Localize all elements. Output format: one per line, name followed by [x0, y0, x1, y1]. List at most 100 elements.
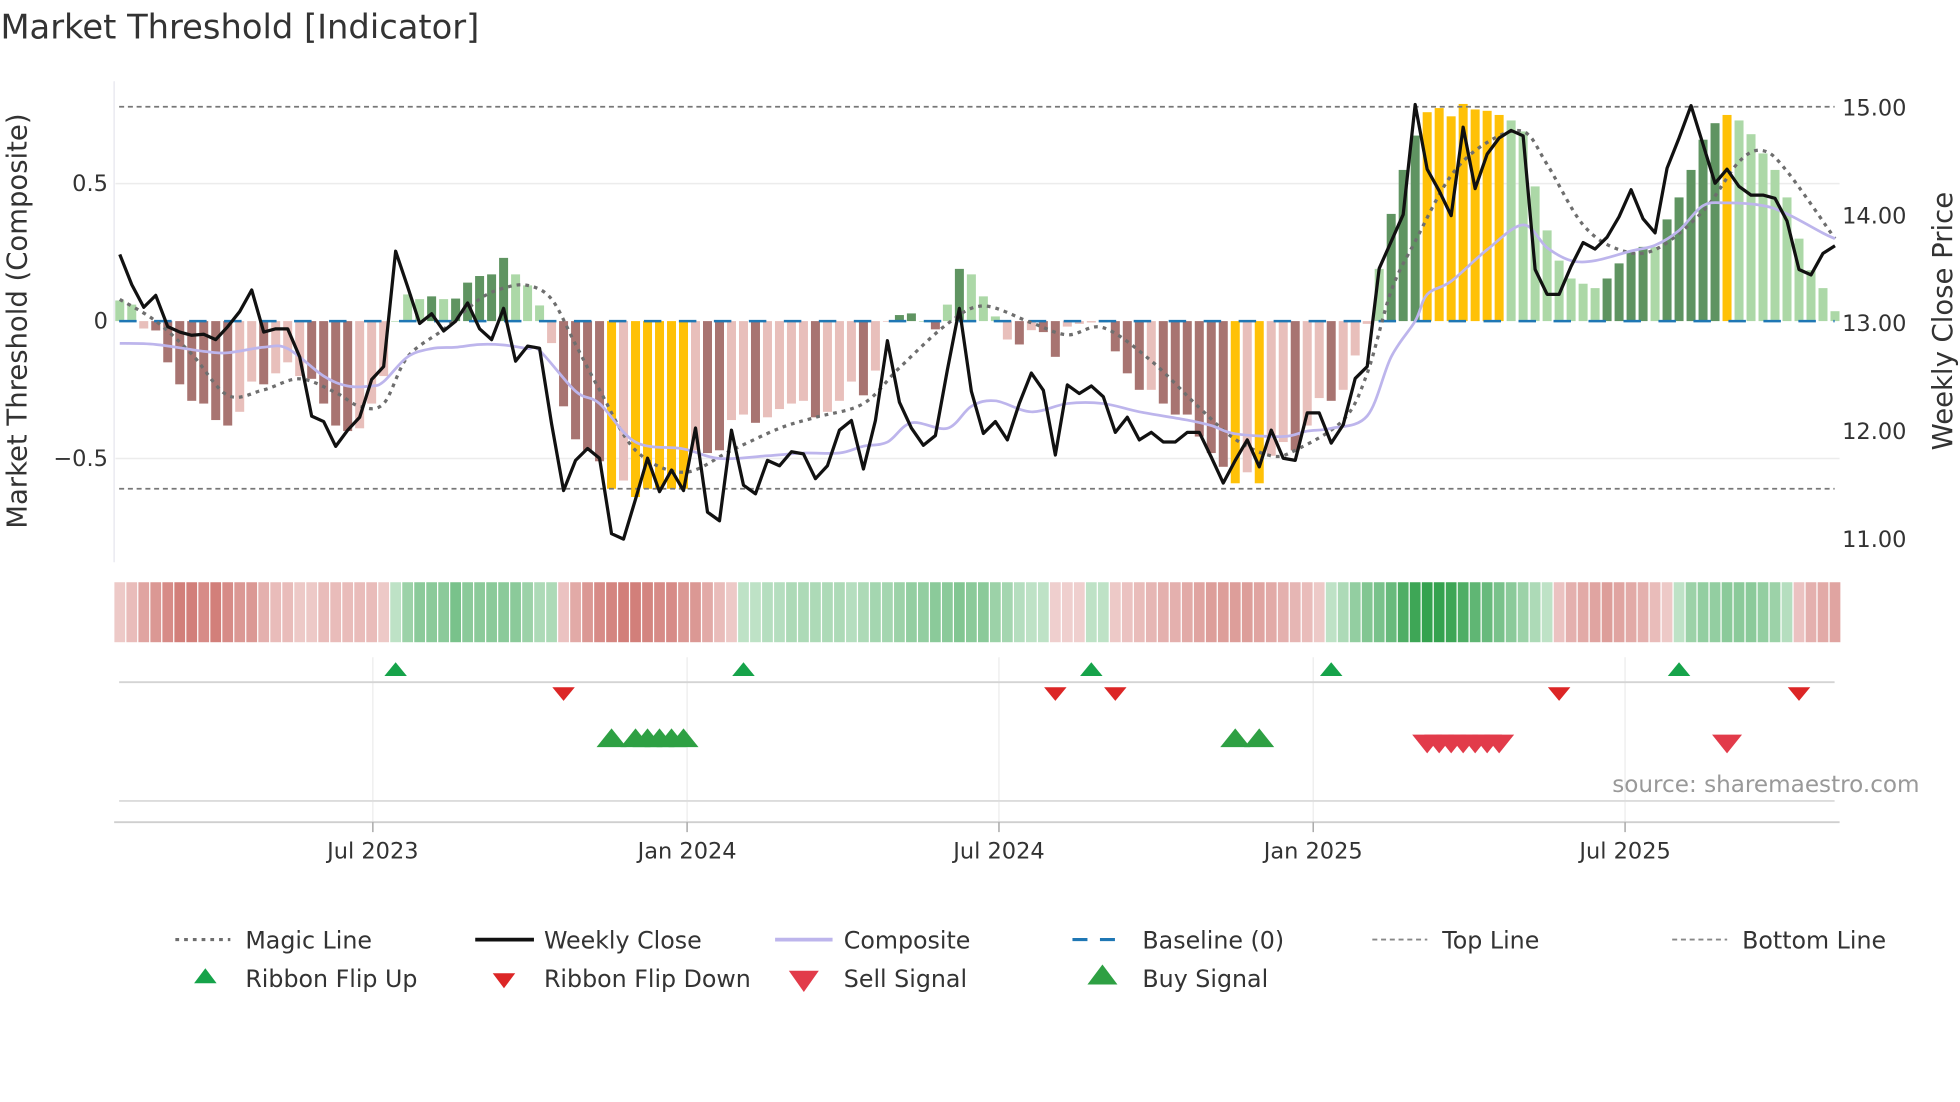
gridlines — [115, 182, 1840, 460]
composite-bar — [1830, 311, 1840, 322]
x-tick-label: Jan 2024 — [636, 838, 737, 864]
ribbon-cell — [1445, 582, 1457, 643]
composite-bar — [1818, 288, 1828, 322]
ribbon-cell — [1289, 582, 1301, 643]
left-tick-label: 0.5 — [72, 171, 108, 197]
composite-bar — [139, 321, 149, 329]
ribbon-cell — [870, 582, 881, 643]
ribbon-cell — [534, 582, 545, 643]
ribbon-cell — [1649, 582, 1661, 643]
composite-bar — [367, 321, 377, 404]
ribbon-cell — [498, 582, 509, 643]
ribbon-cell — [1709, 582, 1721, 643]
ribbon-cell — [1625, 582, 1637, 643]
composite-bar — [259, 321, 269, 385]
weekly-close-line — [118, 102, 1836, 541]
composite-bar — [810, 321, 820, 418]
ribbon-cell — [1457, 582, 1469, 643]
composite-bar — [403, 294, 413, 322]
composite-line — [119, 201, 1836, 461]
composite-bar — [1146, 321, 1156, 390]
composite-bar — [1614, 263, 1624, 322]
ribbon-cell — [1409, 582, 1421, 643]
ribbon-cell — [1253, 582, 1265, 643]
ribbon-cell — [174, 582, 186, 643]
composite-bar — [954, 268, 964, 322]
ribbon-cell — [1193, 582, 1205, 643]
composite-bar — [1566, 278, 1576, 322]
composite-bar — [1482, 110, 1492, 322]
composite-bar — [1746, 134, 1756, 322]
ribbon-cell — [1817, 582, 1829, 643]
composite-bar — [1026, 321, 1036, 331]
composite-bar — [918, 321, 928, 322]
composite-bar — [1350, 321, 1360, 356]
composite-bar — [846, 321, 856, 382]
composite-bar — [1434, 108, 1444, 322]
composite-bar — [607, 321, 617, 489]
ribbon-cell — [642, 582, 653, 643]
composite-bar — [1002, 321, 1012, 340]
composite-bar — [559, 321, 569, 407]
ribbon-cell — [810, 582, 821, 643]
legend-magic-line: Magic Line — [245, 926, 372, 954]
x-ticks: Jul 2023 Jan 2024 Jul 2024 Jan 2025 Jul 2025 — [325, 822, 1671, 864]
ribbon-cell — [1073, 582, 1085, 643]
composite-bar — [631, 321, 641, 498]
ribbon-cell — [126, 582, 138, 643]
composite-bar — [703, 321, 712, 454]
composite-bar — [1386, 213, 1396, 322]
composite-bar — [942, 304, 952, 322]
composite-bar — [786, 321, 796, 404]
composite-bar — [1542, 230, 1552, 322]
ribbon-flip-up-marker — [1080, 662, 1103, 676]
ribbon-cell — [1049, 582, 1061, 643]
ribbon-cell — [1565, 582, 1577, 643]
left-y-ticks: 0.5 0 −0.5 — [53, 171, 108, 472]
composite-bar — [834, 321, 844, 401]
composite-bar — [1170, 321, 1180, 415]
x-tick-label: Jul 2025 — [1577, 838, 1670, 864]
ribbon-cell — [1421, 582, 1433, 643]
ribbon-cell — [462, 582, 473, 643]
ribbon-cell — [798, 582, 809, 643]
composite-bar — [451, 298, 461, 322]
composite-bar — [187, 321, 197, 401]
composite-bar — [151, 321, 161, 331]
ribbon-cell — [186, 582, 198, 643]
composite-bar — [1590, 288, 1600, 322]
ribbon-cell — [846, 582, 857, 643]
ribbon-cell — [1313, 582, 1325, 643]
ribbon-cell — [1229, 582, 1241, 643]
legend-ribbon-flip-up: Ribbon Flip Up — [245, 965, 417, 993]
composite-bar — [1062, 321, 1072, 327]
ribbon-cell — [1013, 582, 1025, 643]
composite-bar — [1662, 219, 1672, 322]
ribbon-cell — [150, 582, 162, 643]
right-y-ticks: 15.00 14.00 13.00 12.00 11.00 — [1842, 95, 1906, 552]
right-tick-label: 13.00 — [1842, 311, 1906, 337]
composite-bar — [1278, 321, 1288, 443]
ribbon-cell — [1169, 582, 1181, 643]
ribbon-cell — [474, 582, 485, 643]
sell-signal-marker — [1484, 734, 1515, 754]
ribbon-cell — [894, 582, 905, 643]
ribbon-cell — [138, 582, 150, 643]
composite-bar — [1494, 114, 1504, 322]
composite-bar — [1398, 169, 1408, 322]
ribbon-cell — [546, 582, 557, 643]
ribbon-cell — [690, 582, 701, 643]
ribbon-flip-down-marker — [552, 687, 575, 701]
legend-flip-up-icon — [194, 968, 217, 984]
composite-bar — [1338, 321, 1348, 390]
composite-bar — [415, 299, 425, 322]
ribbon-cell — [210, 582, 222, 643]
ribbon-cell — [1589, 582, 1601, 643]
composite-bar — [1806, 270, 1816, 322]
composite-bar — [990, 316, 1000, 322]
composite-bar — [1362, 321, 1372, 324]
ribbon-cell — [858, 582, 869, 643]
composite-bar — [223, 321, 233, 426]
composite-bar — [1698, 139, 1708, 322]
signal-markers — [384, 662, 1811, 754]
